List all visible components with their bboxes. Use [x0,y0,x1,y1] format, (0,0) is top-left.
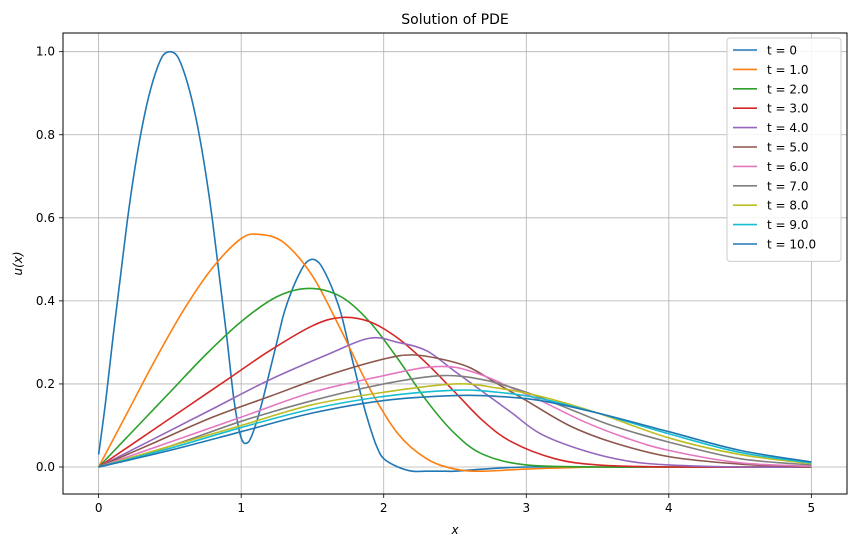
legend: t = 0 t = 1.0 t = 2.0 t = 3.0 t = 4.0 t = 5.0… [726,37,842,262]
series-line-2 [98,287,812,468]
x-tick-label: 5 [808,501,816,515]
y-tick-label: 0.4 [36,294,55,308]
legend-label: t = 5.0 [767,141,808,155]
legend-label: t = 4.0 [767,121,808,135]
legend-label: t = 3.0 [767,102,808,116]
series-line-10 [98,394,812,468]
series-line-6 [98,365,812,468]
series-line-8 [98,383,812,468]
y-tick-label: 0.0 [36,460,55,474]
ticks: 0 1 2 3 4 5 0.0 0.2 0.4 0.6 0.8 1.0 [36,45,815,515]
plot-frame [62,32,848,495]
series-line-7 [98,374,812,468]
x-tick-label: 2 [380,501,388,515]
series-layer [97,50,812,473]
series-line-1 [97,233,812,472]
series-line-5 [98,354,812,468]
legend-label: t = 10.0 [767,238,816,252]
x-tick-label: 0 [95,501,103,515]
x-axis-label: x [450,523,459,537]
legend-label: t = 7.0 [767,179,808,193]
legend-label: t = 9.0 [767,218,808,232]
x-tick-label: 4 [665,501,673,515]
legend-label: t = 6.0 [767,160,808,174]
y-tick-label: 0.8 [36,128,55,142]
chart-title: Solution of PDE [401,12,509,28]
legend-label: t = 2.0 [767,82,808,96]
legend-label: t = 1.0 [767,63,808,77]
series-line-3 [98,316,812,468]
legend-label: t = 8.0 [767,199,808,213]
x-tick-label: 3 [522,501,530,515]
y-axis-label: u(x) [11,251,25,275]
series-line-0 [97,50,812,473]
y-tick-label: 0.2 [36,377,55,391]
x-tick-label: 1 [237,501,245,515]
legend-label: t = 0 [767,44,797,58]
y-tick-label: 1.0 [36,45,55,59]
series-line-4 [98,336,812,468]
y-tick-label: 0.6 [36,211,55,225]
series-line-9 [98,389,812,468]
